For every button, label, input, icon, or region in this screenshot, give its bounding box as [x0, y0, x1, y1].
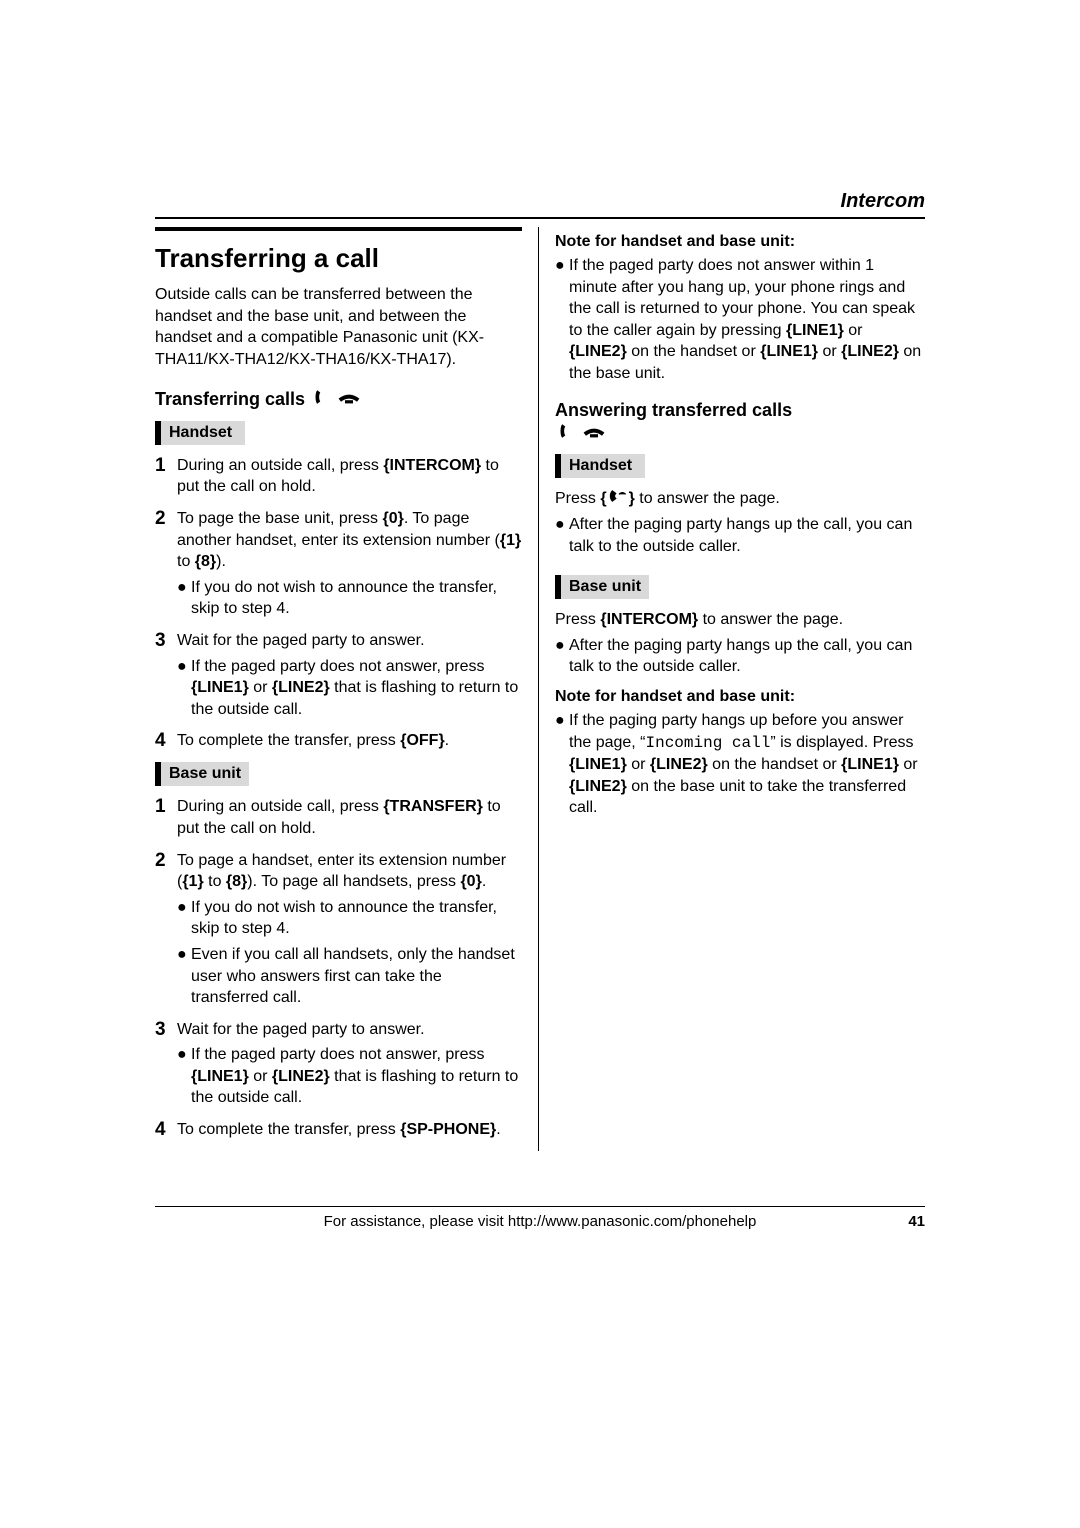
talk-icon — [609, 488, 629, 510]
left-column: Transferring a call Outside calls can be… — [155, 227, 539, 1151]
note-1-title: Note for handset and base unit: — [555, 233, 923, 251]
footer-text: For assistance, please visit http://www.… — [155, 1213, 925, 1230]
handset-label: Handset — [155, 421, 245, 445]
base-unit-icon — [582, 422, 606, 446]
base-unit-label-2: Base unit — [555, 575, 649, 599]
base-step-2: 2 To page a handset, enter its extension… — [155, 850, 522, 1009]
note-1-bullet: ● If the paged party does not answer wit… — [555, 255, 923, 385]
base-unit-icon — [337, 388, 361, 412]
page-number: 41 — [908, 1213, 925, 1230]
handset-icon — [312, 388, 330, 412]
intro-text: Outside calls can be transferred between… — [155, 284, 522, 370]
base-answer-para: Press {INTERCOM} to answer the page. — [555, 609, 923, 631]
section-header: Intercom — [155, 190, 925, 219]
base-step-1: 1 During an outside call, press {TRANSFE… — [155, 796, 522, 839]
page-title: Transferring a call — [155, 243, 522, 274]
base-step-3: 3 Wait for the paged party to answer. ● … — [155, 1019, 522, 1109]
handset-answer-bullet: ●After the paging party hangs up the cal… — [555, 514, 923, 557]
answering-calls-heading: Answering transferred calls — [555, 399, 923, 447]
handset-step-1: 1 During an outside call, press {INTERCO… — [155, 455, 522, 498]
page-footer: For assistance, please visit http://www.… — [155, 1206, 925, 1230]
right-column: Note for handset and base unit: ● If the… — [539, 227, 923, 1151]
base-step-4: 4 To complete the transfer, press {SP-PH… — [155, 1119, 522, 1141]
handset-step-2: 2 To page the base unit, press {0}. To p… — [155, 508, 522, 620]
note-2-title: Note for handset and base unit: — [555, 688, 923, 706]
transferring-calls-heading: Transferring calls — [155, 388, 522, 412]
handset-icon — [557, 422, 575, 446]
base-unit-label: Base unit — [155, 762, 249, 786]
base-answer-bullet: ●After the paging party hangs up the cal… — [555, 635, 923, 678]
handset-answer-para: Press {} to answer the page. — [555, 488, 923, 510]
note-2-bullet: ● If the paging party hangs up before yo… — [555, 710, 923, 819]
handset-step-3: 3 Wait for the paged party to answer. ● … — [155, 630, 522, 720]
handset-label-2: Handset — [555, 454, 645, 478]
handset-step-4: 4 To complete the transfer, press {OFF}. — [155, 730, 522, 752]
